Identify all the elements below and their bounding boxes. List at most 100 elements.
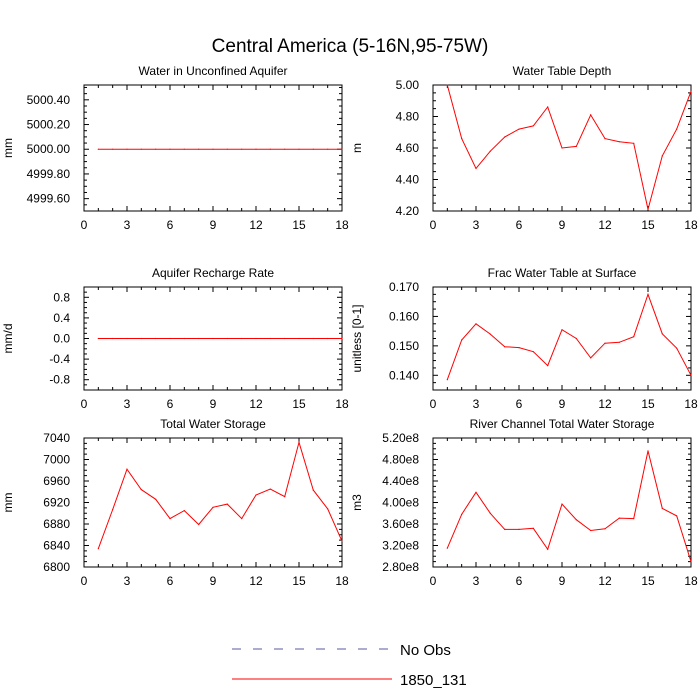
x-tick-label: 6 [516,397,523,411]
x-tick-label: 15 [641,574,655,588]
data-point [518,347,520,349]
chart-panel-1: Water in Unconfined Aquifer mm 0 3 6 9 12 15 18 4… [1,64,349,232]
data-point [140,489,142,491]
series-line [446,84,692,210]
legend-sim-label: 1850_131 [400,672,467,689]
data-point [661,507,663,509]
plot-frame [83,84,343,212]
data-point [618,141,620,143]
data-point [327,508,329,510]
x-tick-label: 15 [292,574,306,588]
chart-panel-6: River Channel Total Water Storage m3 0 3 6 9 1… [350,417,698,588]
data-point [518,128,520,130]
y-tick-label: 0.140 [389,368,419,382]
y-tick-label: 0.8 [53,290,70,304]
series-line [97,440,343,549]
x-tick-label: 12 [249,218,263,232]
data-point [183,148,185,150]
data-point [532,351,534,353]
data-point [284,496,286,498]
x-tick-label: 12 [249,397,263,411]
y-tick-label: 6920 [43,496,70,510]
y-tick-label: 4.00e8 [382,496,419,510]
panel-title: Total Water Storage [160,417,266,431]
data-point [633,518,635,520]
data-point [489,512,491,514]
x-tick-label: 0 [430,574,437,588]
x-tick-label: 3 [473,574,480,588]
data-point [461,339,463,341]
y-tick-label: 3.20e8 [382,539,419,553]
data-point [532,527,534,529]
data-point [590,114,592,116]
data-point [198,523,200,526]
data-point [155,498,157,500]
y-tick-label: 6840 [43,539,70,553]
data-point [690,90,692,92]
y-tick-label: 0.160 [389,309,419,323]
data-point [241,337,243,340]
y-tick-label: 0.4 [53,311,70,325]
x-tick-label: 18 [335,218,349,232]
data-point [312,148,314,150]
data-point [461,513,463,515]
plot-frame [432,437,692,568]
x-tick-label: 12 [598,397,612,411]
data-point [112,337,114,340]
data-point [269,148,271,150]
data-point [269,488,271,490]
data-point [504,528,506,531]
x-tick-label: 18 [684,397,698,411]
y-tick-label: 4.40e8 [382,474,419,488]
y-tick-label: 5000.00 [27,142,71,156]
x-tick-label: 9 [559,218,566,232]
chart-panel-5: Total Water Storage mm 0 3 6 9 12 15 18 6800 6840 6… [1,417,349,588]
x-tick-label: 15 [641,218,655,232]
y-tick-label: 4.60 [396,141,420,155]
y-tick-label: 4.20 [396,204,420,218]
data-point [126,468,128,470]
panel-title: Frac Water Table at Surface [488,266,637,280]
data-point [198,337,200,340]
data-point [647,208,649,210]
data-point [284,337,286,340]
data-point [255,337,257,340]
data-point [97,337,99,340]
data-point [112,508,114,511]
x-tick-label: 18 [335,574,349,588]
data-point [446,547,448,549]
data-point [112,148,114,150]
data-point [475,491,477,493]
y-tick-label: -0.4 [49,352,70,366]
data-point [212,148,214,150]
x-tick-label: 0 [430,218,437,232]
data-point [241,518,243,520]
x-tick-label: 15 [292,397,306,411]
x-tick-label: 3 [124,218,131,232]
data-point [618,341,620,343]
y-tick-label: 4.80 [396,110,420,124]
y-tick-label: -0.8 [49,373,70,387]
y-tick-label: 5000.20 [27,118,71,132]
chart-panel-3: Aquifer Recharge Rate mm/d 0 3 6 9 12 15 18 -0.8 -… [1,266,349,411]
x-tick-label: 9 [210,218,217,232]
data-point [312,489,314,491]
data-point [618,517,620,519]
y-tick-label: 0.170 [389,280,419,294]
plot-frame [432,286,692,391]
y-axis-label: m3 [350,494,364,511]
x-tick-label: 18 [684,218,698,232]
data-point [169,518,171,520]
panel-title: River Channel Total Water Storage [470,417,655,431]
data-point [575,145,577,147]
data-point [255,148,257,150]
data-point [97,548,99,550]
x-tick-label: 0 [81,574,88,588]
data-point [647,450,649,452]
chart-panel-4: Frac Water Table at Surface unitless [0-1… [350,266,698,411]
y-tick-label: 0.0 [53,332,70,346]
data-point [126,148,128,150]
data-point [212,506,214,508]
x-tick-label: 15 [292,218,306,232]
panels-container: Water in Unconfined Aquifer mm 0 3 6 9 12 15 18 4… [1,64,698,588]
